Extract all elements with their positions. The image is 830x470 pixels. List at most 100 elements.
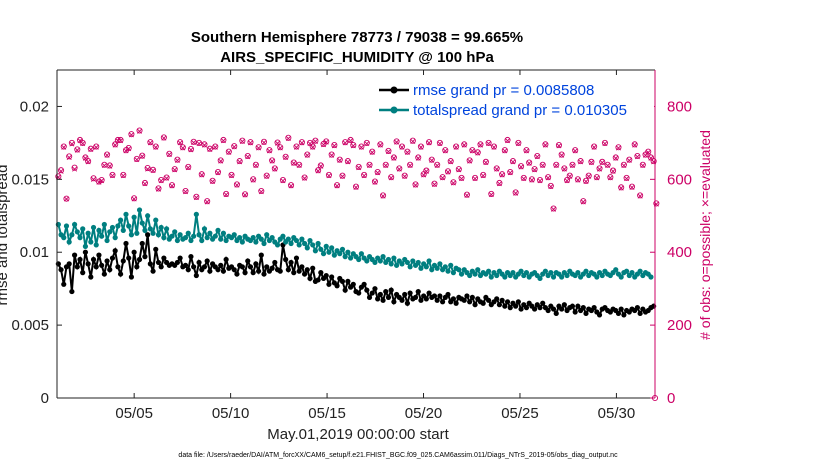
obs-evaluated-point xyxy=(431,181,437,187)
rmse-point xyxy=(291,270,297,276)
obs-evaluated-point xyxy=(210,179,216,185)
obs-possible-point xyxy=(561,165,568,172)
rmse-point xyxy=(150,268,156,274)
spread-point xyxy=(423,264,429,270)
obs-possible-point xyxy=(401,172,408,179)
obs-evaluated-stroke xyxy=(150,168,156,174)
obs-possible-point xyxy=(626,156,633,163)
obs-possible-point xyxy=(128,131,135,138)
spread-point xyxy=(467,272,473,279)
spread-point xyxy=(80,226,86,232)
spread-point xyxy=(142,227,148,233)
obs-evaluated-point xyxy=(426,140,432,146)
spread-point xyxy=(93,242,99,248)
obs-evaluated-stroke xyxy=(256,145,262,151)
obs-possible-point xyxy=(588,158,595,165)
obs-possible-point xyxy=(285,134,292,141)
rmse-point xyxy=(77,256,83,263)
obs-possible-point xyxy=(163,174,170,181)
rmse-point xyxy=(369,290,375,296)
obs-evaluated-point xyxy=(537,178,543,184)
rmse-point xyxy=(377,291,383,298)
obs-evaluated-stroke xyxy=(245,154,251,160)
rmse-point xyxy=(513,303,519,309)
obs-evaluated-point xyxy=(391,155,397,161)
spread-point xyxy=(301,240,308,247)
obs-evaluated-point xyxy=(150,168,156,174)
rmse-point xyxy=(545,307,551,314)
rmse-point xyxy=(461,297,467,303)
spread-point xyxy=(448,262,454,268)
obs-possible-point xyxy=(407,161,414,168)
rmse-point xyxy=(191,264,197,270)
obs-evaluated-point xyxy=(483,160,489,166)
rmse-point xyxy=(580,305,586,311)
obs-evaluated-stroke xyxy=(169,183,175,189)
obs-possible-point xyxy=(269,157,276,164)
obs-evaluated-point xyxy=(648,155,654,161)
obs-possible-point xyxy=(244,152,251,160)
rmse-point xyxy=(375,296,381,302)
obs-evaluated-point xyxy=(291,160,297,166)
rmse-point xyxy=(88,274,94,280)
obs-possible-point xyxy=(198,171,205,178)
obs-evaluated-stroke xyxy=(575,177,581,183)
obs-possible-point xyxy=(496,179,503,187)
obs-evaluated-point xyxy=(183,189,189,195)
spread-point xyxy=(315,240,321,247)
obs-evaluated-point xyxy=(164,175,170,181)
spread-point xyxy=(475,267,481,273)
obs-evaluated-stroke xyxy=(315,168,321,174)
rmse-point xyxy=(415,288,421,295)
obs-possible-point xyxy=(607,174,614,181)
obs-evaluated-stroke xyxy=(442,148,448,154)
rmse-point xyxy=(326,281,332,287)
obs-evaluated-stroke xyxy=(369,149,375,155)
obs-evaluated-stroke xyxy=(434,162,440,169)
obs-evaluated-stroke xyxy=(588,160,594,166)
obs-evaluated-stroke xyxy=(605,162,611,169)
rmse-point xyxy=(304,267,310,273)
obs-evaluated-point xyxy=(621,162,627,169)
obs-possible-point xyxy=(423,167,430,174)
obs-evaluated-point xyxy=(285,135,291,142)
obs-evaluated-point xyxy=(367,162,373,169)
obs-evaluated-stroke xyxy=(396,166,402,172)
rmse-point xyxy=(618,306,624,312)
obs-evaluated-stroke xyxy=(196,141,202,147)
rmse-point xyxy=(231,267,237,273)
obs-evaluated-point xyxy=(207,146,213,152)
obs-evaluated-stroke xyxy=(431,181,437,187)
spread-point xyxy=(258,236,264,242)
obs-possible-point xyxy=(271,165,278,172)
rmse-point xyxy=(318,270,324,276)
obs-evaluated-point xyxy=(440,175,446,181)
obs-evaluated-stroke xyxy=(648,155,654,161)
obs-evaluated-point xyxy=(583,179,589,185)
spread-point xyxy=(201,226,208,232)
obs-evaluated-point xyxy=(496,181,502,187)
obs-evaluated-stroke xyxy=(69,141,75,147)
x-axis-label: May.01,2019 00:00:00 start xyxy=(267,426,449,443)
obs-possible-point xyxy=(209,177,216,184)
obs-possible-point xyxy=(339,172,346,179)
obs-evaluated-stroke xyxy=(229,173,235,179)
obs-evaluated-point xyxy=(304,152,310,158)
y-tick-label-right: 800 xyxy=(667,98,692,115)
obs-evaluated-point xyxy=(326,173,332,179)
obs-evaluated-point xyxy=(518,164,524,170)
spread-point xyxy=(123,211,129,217)
obs-evaluated-stroke xyxy=(437,141,443,147)
obs-evaluated-stroke xyxy=(304,152,310,158)
obs-possible-point xyxy=(147,139,154,146)
obs-evaluated-point xyxy=(229,173,235,179)
obs-possible-point xyxy=(458,174,465,181)
spread-point xyxy=(537,275,543,282)
spread-point xyxy=(377,258,383,264)
obs-evaluated-stroke xyxy=(183,189,189,195)
obs-possible-point xyxy=(263,172,270,179)
obs-evaluated-stroke xyxy=(599,160,605,166)
rmse-point xyxy=(61,281,67,287)
obs-evaluated-stroke xyxy=(226,149,232,155)
spread-point xyxy=(104,237,110,244)
